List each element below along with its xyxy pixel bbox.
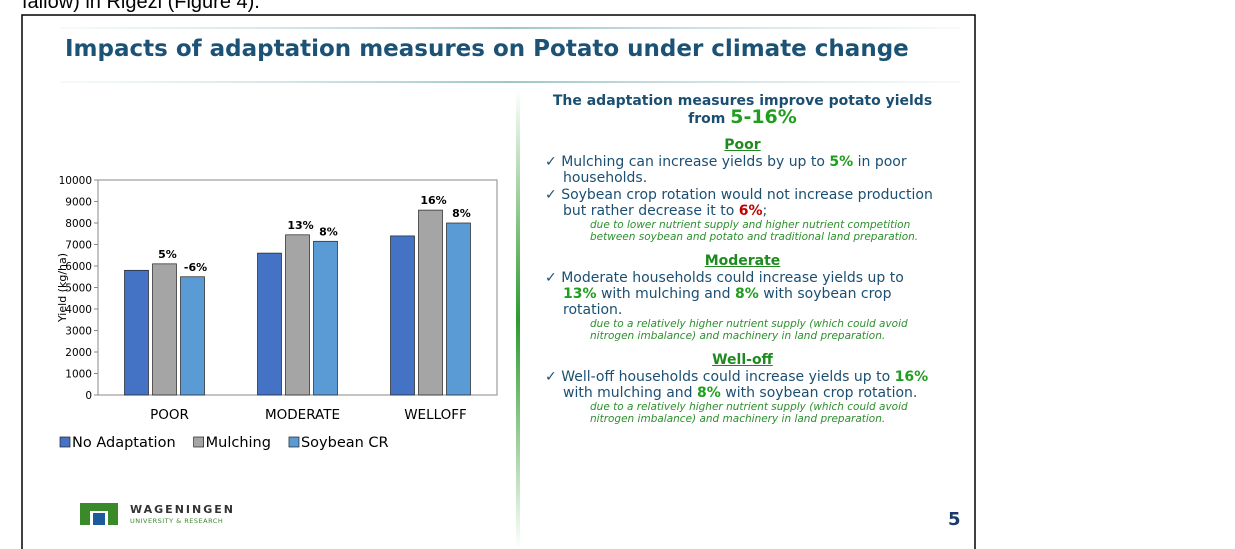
heading-range: 5-16%	[730, 106, 797, 128]
bar	[390, 235, 415, 396]
logo-icon	[80, 503, 118, 511]
bar	[180, 276, 205, 396]
value-label: 5%	[158, 248, 177, 261]
bullet-text: with soybean crop rotation.	[563, 286, 892, 318]
document-text: fallow) in Rigezi (Figure 4).	[22, 0, 260, 13]
bar	[285, 234, 310, 396]
bar	[124, 269, 149, 396]
y-tick-label: 9000	[65, 197, 92, 209]
legend-swatch	[193, 436, 204, 448]
x-tick-label: MODERATE	[265, 407, 340, 423]
section-title: Poor	[724, 137, 761, 153]
y-tick-label: 6000	[65, 261, 92, 273]
bar	[313, 240, 338, 396]
title-rule	[60, 27, 960, 29]
y-tick-label: 8000	[65, 218, 92, 230]
bullet-text: with mulching and	[596, 286, 735, 302]
x-tick-label: WELLOFF	[404, 407, 467, 423]
section-title: Well-off	[712, 352, 773, 368]
bar	[152, 263, 177, 396]
y-tick-label: 7000	[65, 240, 92, 252]
bullet-text: with mulching and	[563, 385, 698, 401]
logo-name: WAGENINGEN	[130, 503, 235, 516]
value-label: 16%	[420, 194, 446, 207]
bullet: ✓ Mulching can increase yields by up to …	[545, 154, 907, 186]
heading-text: from	[688, 111, 731, 127]
section-title: Moderate	[704, 253, 781, 269]
y-axis-label: Yield (kg/ha)	[56, 253, 69, 323]
page-number: 5	[948, 509, 961, 530]
x-tick-label: POOR	[150, 407, 189, 423]
value-label: 8%	[452, 207, 471, 220]
title-rule	[60, 81, 960, 83]
bar	[418, 209, 443, 396]
logo-sub: UNIVERSITY & RESEARCH	[130, 517, 224, 525]
y-tick-label: 0	[85, 390, 92, 402]
logo-icon	[93, 513, 105, 525]
bar	[446, 222, 471, 396]
bullet-text: in poor households.	[563, 154, 907, 186]
y-tick-label: 4000	[65, 304, 92, 316]
bar	[257, 252, 282, 396]
legend-label: No Adaptation	[72, 435, 176, 451]
y-tick-label: 2000	[65, 347, 92, 359]
bar-chart: 0 1000 2000 3000 4000 5000 6000 7000 8000 9000 100…	[56, 175, 498, 451]
value-label: 13%	[287, 219, 313, 232]
bullet-text: Mulching can increase yields by up to	[561, 154, 830, 170]
value-label: 8%	[319, 225, 338, 238]
emphasis: 6%	[738, 203, 763, 219]
bullet-text: with soybean crop rotation.	[720, 385, 918, 401]
emphasis: 8%	[734, 286, 759, 302]
bullet-text: Moderate households could increase yield…	[561, 270, 904, 286]
slide-title: Impacts of adaptation measures on Potato…	[65, 36, 909, 62]
sections: Poor ✓ Mulching can increase yields by up…	[545, 137, 940, 425]
note: due to a relatively higher nutrient supp…	[590, 401, 908, 425]
y-tick-label: 10000	[59, 175, 92, 187]
column-separator	[516, 90, 520, 549]
slide-frame	[21, 14, 976, 549]
emphasis: 16%	[894, 369, 929, 385]
legend-label: Mulching	[206, 435, 271, 451]
legend-swatch	[59, 436, 71, 448]
note: due to a relatively higher nutrient supp…	[590, 318, 908, 342]
emphasis: 8%	[697, 385, 721, 401]
bullet: ✓ Moderate households could increase yie…	[545, 270, 904, 318]
logo-icon	[108, 507, 118, 525]
bullet-text: ;	[762, 203, 768, 219]
bullet-text: Well-off households could increase yield…	[561, 369, 895, 385]
bullet: ✓ Soybean crop rotation would not increa…	[545, 187, 933, 219]
heading-text: The adaptation measures improve potato y…	[552, 93, 933, 109]
y-tick-label: 3000	[65, 326, 92, 338]
emphasis: 13%	[563, 286, 597, 302]
note: due to lower nutrient supply and higher …	[590, 219, 919, 243]
y-tick-label: 1000	[65, 369, 92, 381]
legend-label: Soybean CR	[301, 435, 389, 451]
text-column: The adaptation measures improve potato y…	[545, 93, 940, 425]
legend-swatch	[288, 436, 300, 448]
value-label: -6%	[184, 261, 207, 274]
y-tick-label: 5000	[65, 283, 92, 295]
bullet-text: Soybean crop rotation would not increase…	[561, 187, 933, 219]
heading: The adaptation measures improve potato y…	[545, 93, 940, 127]
bullet: ✓ Well-off households could increase yie…	[545, 369, 929, 401]
logo-icon	[80, 507, 90, 525]
emphasis: 5%	[829, 154, 854, 170]
